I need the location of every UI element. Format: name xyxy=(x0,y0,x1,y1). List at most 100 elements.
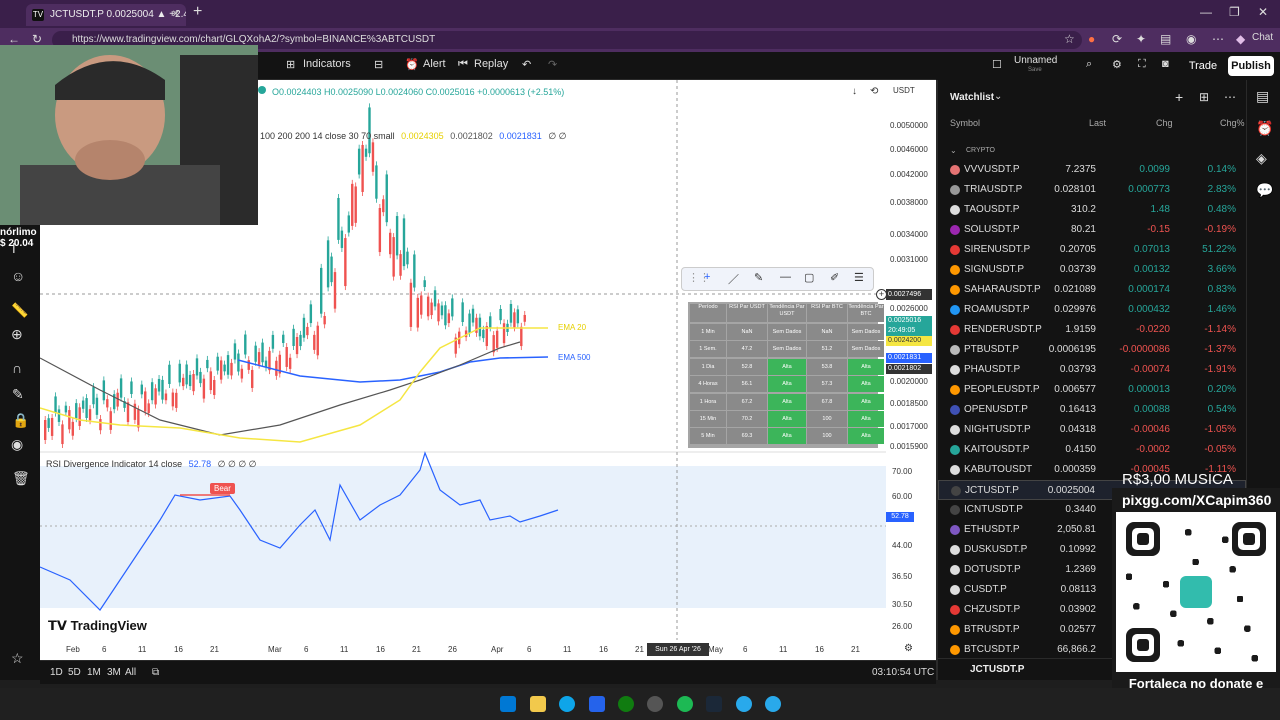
watchlist-row[interactable]: PHAUSDT.P 0.03793 -0.00074 -1.91% xyxy=(938,360,1246,380)
close-window-icon[interactable]: ✕ xyxy=(1258,5,1269,19)
watchlist-row[interactable]: VVVUSDT.P 7.2375 0.0099 0.14% xyxy=(938,160,1246,180)
copilot-icon[interactable]: ◆ xyxy=(1236,32,1246,46)
puzzle-icon[interactable]: ✦ xyxy=(1136,32,1147,46)
watchlist-row[interactable]: BTCUSDT.P 66,866.2 xyxy=(938,640,1246,660)
url-input[interactable]: https://www.tradingview.com/chart/GLQXoh… xyxy=(52,31,1082,49)
eye-icon[interactable]: ◉ xyxy=(11,436,24,452)
redo-icon[interactable]: ↷ xyxy=(548,59,558,71)
alert-icon[interactable]: ⏰ xyxy=(405,59,419,71)
magnet-icon[interactable]: ∩ xyxy=(12,360,23,376)
publish-button[interactable]: Publish xyxy=(1228,56,1274,76)
watchlist-row[interactable]: OPENUSDT.P 0.16413 0.00088 0.54% xyxy=(938,400,1246,420)
sidebar-icon[interactable]: ▤ xyxy=(1160,32,1172,46)
replay-button[interactable]: Replay xyxy=(474,58,509,70)
settings-icon[interactable]: ⚙ xyxy=(1112,59,1122,71)
profile-avatar[interactable]: ◉ xyxy=(1186,32,1197,46)
date-range-icon[interactable]: ⧉ xyxy=(152,667,160,678)
brush-tool-icon[interactable]: ✎ xyxy=(754,272,764,284)
timeframe-button-5d[interactable]: 5D xyxy=(68,667,81,678)
goto-date-icon[interactable]: ⚙ xyxy=(904,643,913,654)
watchlist-row[interactable]: KAITOUSDT.P 0.4150 -0.0002 -0.05% xyxy=(938,440,1246,460)
pencil-lock-icon[interactable]: ✎ xyxy=(12,386,24,402)
pen-tool-icon[interactable]: ✐ xyxy=(830,272,840,284)
timeframe-button-1d[interactable]: 1D xyxy=(50,667,63,678)
watchlist-row[interactable]: TAOUSDT.P 310.2 1.48 0.48% xyxy=(938,200,1246,220)
drag-handle-icon[interactable]: ⋮⋮ xyxy=(688,272,710,284)
lock-icon[interactable]: 🔒 xyxy=(12,412,30,428)
watchlist-row[interactable]: CHZUSDT.P 0.03902 xyxy=(938,600,1246,620)
back-icon[interactable]: ← xyxy=(8,32,20,46)
more-tools-icon[interactable]: ☰ xyxy=(854,272,864,284)
indicators-icon[interactable]: ⊞ xyxy=(286,59,296,71)
download-icon[interactable]: ↓ xyxy=(852,86,857,97)
windows-start-icon[interactable] xyxy=(500,696,516,712)
watchlist-title[interactable]: Watchlist xyxy=(950,92,995,103)
watchlist-row[interactable]: TRIAUSDT.P 0.028101 0.000773 2.83% xyxy=(938,180,1246,200)
watchlist-sidebar-icon[interactable]: ▤ xyxy=(1256,88,1270,104)
chat-button[interactable]: Chat xyxy=(1252,32,1274,43)
layout-checkbox-icon[interactable]: ☐ xyxy=(992,59,1002,71)
file-explorer-icon[interactable] xyxy=(530,696,546,712)
alerts-sidebar-icon[interactable]: ⏰ xyxy=(1256,120,1274,136)
watchlist-row[interactable]: SOLUSDT.P 80.21 -0.15 -0.19% xyxy=(938,220,1246,240)
section-crypto[interactable]: CRYPTO xyxy=(966,147,995,154)
layers-sidebar-icon[interactable]: ◈ xyxy=(1256,150,1267,166)
templates-icon[interactable]: ⊟ xyxy=(374,59,384,71)
advanced-view-icon[interactable]: ⊞ xyxy=(1199,90,1210,104)
watchlist-row[interactable]: PTBUSDT.P 0.0006195 -0.0000086 -1.37% xyxy=(938,340,1246,360)
add-symbol-icon[interactable]: + xyxy=(1175,89,1184,105)
layout-name[interactable]: Unnamed xyxy=(1014,55,1058,66)
column-last[interactable]: Last xyxy=(1089,118,1107,128)
steam-icon[interactable] xyxy=(706,696,722,712)
watchlist-row[interactable]: NIGHTUSDT.P 0.04318 -0.00046 -1.05% xyxy=(938,420,1246,440)
column-chg-pct[interactable]: Chg% xyxy=(1220,118,1245,128)
reload-icon[interactable]: ↻ xyxy=(32,32,43,46)
column-symbol[interactable]: Symbol xyxy=(950,118,981,128)
bookmark-icon[interactable]: ☆ xyxy=(1064,32,1075,46)
horizontal-line-icon[interactable]: — xyxy=(780,271,791,283)
trash-icon[interactable]: 🗑 xyxy=(12,470,30,486)
watchlist-more-icon[interactable]: ⋯ xyxy=(1224,90,1236,104)
timeframe-button-1m[interactable]: 1M xyxy=(87,667,101,678)
browser-tab[interactable]: TV JCTUSDT.P 0.0025004 ▲ +2.46% U ✕ xyxy=(26,4,186,26)
favorite-icon[interactable]: ☆ xyxy=(11,650,24,666)
camera-icon[interactable]: ◙ xyxy=(1162,58,1169,70)
telegram-2-icon[interactable] xyxy=(765,696,781,712)
zoom-icon[interactable]: ⊕ xyxy=(11,326,23,342)
maximize-icon[interactable]: ❐ xyxy=(1229,5,1240,19)
alert-button[interactable]: Alert xyxy=(423,58,446,70)
watchlist-row[interactable]: SIRENUSDT.P 0.20705 0.07013 51.22% xyxy=(938,240,1246,260)
trendline-tool-icon[interactable]: ／ xyxy=(728,274,739,286)
currency-label[interactable]: USDT xyxy=(893,86,915,95)
watchlist-row[interactable]: SAHARAUSDT.P 0.021089 0.000174 0.83% xyxy=(938,280,1246,300)
menu-icon[interactable]: ⋯ xyxy=(1212,32,1224,46)
emoji-icon[interactable]: ☺ xyxy=(11,268,26,284)
search-icon[interactable]: ⌕ xyxy=(1086,58,1093,70)
telegram-icon[interactable] xyxy=(736,696,752,712)
rectangle-tool-icon[interactable]: ▢ xyxy=(804,272,815,284)
watchlist-row[interactable]: CUSDT.P 0.08113 xyxy=(938,580,1246,600)
trade-button[interactable]: Trade xyxy=(1188,60,1218,72)
watchlist-row[interactable]: ETHUSDT.P 2,050.81 xyxy=(938,520,1246,540)
section-collapse-icon[interactable]: ⌄ xyxy=(950,146,957,155)
minimize-icon[interactable]: — xyxy=(1200,5,1212,19)
utc-clock[interactable]: 03:10:54 UTC xyxy=(872,667,935,678)
close-tab-icon[interactable]: ✕ xyxy=(171,9,180,20)
chrome-icon[interactable] xyxy=(647,696,663,712)
watchlist-row[interactable]: SIGNUSDT.P 0.03739 0.00132 3.66% xyxy=(938,260,1246,280)
watchlist-row[interactable]: ICNTUSDT.P 0.3440 xyxy=(938,500,1246,520)
chat-sidebar-icon[interactable]: 💬 xyxy=(1256,182,1274,198)
extension-icon[interactable]: ● xyxy=(1088,32,1096,46)
xbox-icon[interactable] xyxy=(618,696,634,712)
cursor-icon[interactable]: ǀ xyxy=(12,240,16,256)
edge-icon[interactable] xyxy=(559,696,575,712)
watchlist-row[interactable]: ROAMUSDT.P 0.029976 0.000432 1.46% xyxy=(938,300,1246,320)
spotify-icon[interactable] xyxy=(677,696,693,712)
details-symbol[interactable]: JCTUSDT.P xyxy=(970,664,1025,675)
column-chg[interactable]: Chg xyxy=(1156,118,1173,128)
indicators-button[interactable]: Indicators xyxy=(303,58,351,70)
watchlist-dropdown-icon[interactable]: ⌄ xyxy=(994,91,1003,102)
watchlist-row[interactable]: DUSKUSDT.P 0.10992 xyxy=(938,540,1246,560)
outlook-icon[interactable] xyxy=(589,696,605,712)
fullscreen-icon[interactable]: ⛶ xyxy=(1138,58,1146,70)
